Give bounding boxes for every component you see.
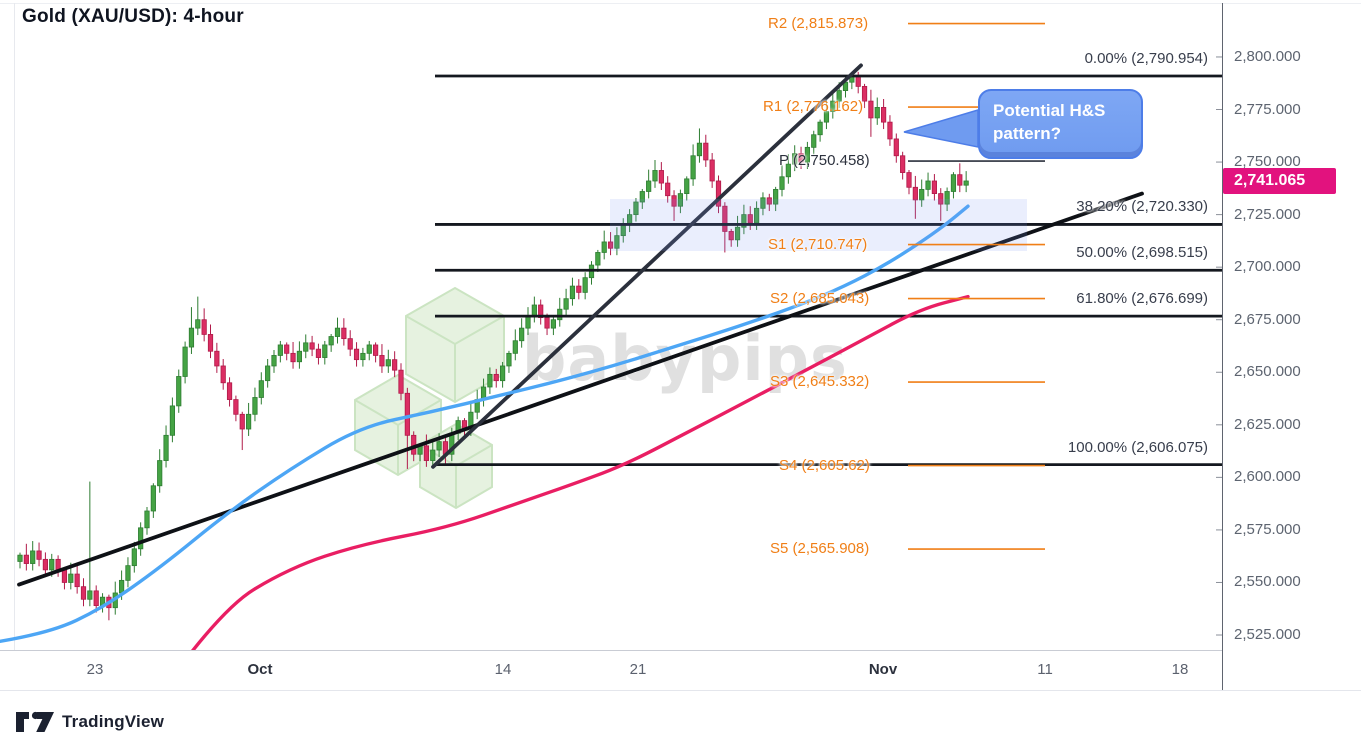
pivot-label-P: P (2,750.458) [779, 152, 870, 170]
chart-left-border [14, 3, 15, 650]
price-axis-separator[interactable] [1222, 3, 1223, 690]
chart-title: Gold (XAU/USD): 4-hour [22, 6, 244, 27]
price-axis-label-0: 2,800.000 [1234, 47, 1301, 65]
pivot-label-R2: R2 (2,815.873) [768, 14, 869, 32]
time-axis-label-21: 21 [629, 661, 647, 678]
callout-line1: Potential H&S [993, 101, 1106, 120]
candles [17, 71, 969, 621]
ma-fast-blue [0, 204, 970, 644]
tradingview-attribution[interactable]: TradingView [15, 709, 164, 735]
long-uptrend-line [17, 191, 1144, 587]
price-axis-label-6: 2,650.000 [1234, 363, 1301, 381]
time-axis-bottom-border [0, 690, 1361, 691]
price-axis-label-11: 2,525.000 [1234, 626, 1301, 643]
pivot-label-S4: S4 (2,605.62) [779, 456, 870, 474]
pivot-label-S2: S2 (2,685.043) [770, 289, 870, 307]
fib-label-1: 38.20% (2,720.330) [1076, 198, 1208, 216]
current-price-badge: 2,741.065 [1223, 167, 1336, 194]
price-axis-label-5: 2,675.000 [1234, 310, 1301, 328]
price-axis-label-10: 2,550.000 [1234, 573, 1301, 591]
tradingview-logo-icon [16, 711, 54, 732]
time-axis-label-18: 18 [1171, 661, 1189, 678]
fib-label-2: 50.00% (2,698.515) [1076, 244, 1208, 262]
price-axis-label-9: 2,575.000 [1234, 520, 1301, 538]
chart-top-border [0, 3, 1361, 4]
plot-area [0, 22, 1222, 650]
fib-label-3: 61.80% (2,676.699) [1076, 290, 1208, 308]
ma-slow-pink [191, 294, 970, 650]
price-axis-label-4: 2,700.000 [1234, 258, 1301, 276]
fib-retracement-lines [435, 74, 1222, 466]
price-axis-label-1: 2,775.000 [1234, 100, 1301, 118]
pivot-label-R1: R1 (2,776.162) [763, 98, 864, 116]
callout-tail [903, 108, 979, 148]
pivot-label-S3: S3 (2,645.332) [770, 373, 870, 391]
pivot-label-S1: S1 (2,710.747) [768, 235, 868, 253]
plot-bottom-border [0, 650, 1222, 651]
fib-label-0: 0.00% (2,790.954) [1084, 49, 1208, 67]
support-zone-box [610, 199, 1027, 251]
tradingview-brand-text: TradingView [62, 712, 165, 731]
hs-pattern-callout[interactable]: Potential H&S pattern? [978, 89, 1143, 159]
price-axis-label-8: 2,600.000 [1234, 468, 1301, 486]
price-axis-label-3: 2,725.000 [1234, 205, 1301, 223]
time-axis-label-14: 14 [494, 661, 512, 678]
price-axis-label-7: 2,625.000 [1234, 415, 1301, 433]
time-axis-label-Nov: Nov [868, 661, 898, 678]
price-axis-label-2: 2,750.000 [1234, 153, 1301, 171]
time-axis-label-23: 23 [86, 661, 104, 678]
steep-uptrend-line [431, 63, 863, 469]
callout-line2: pattern? [993, 124, 1061, 143]
pivot-label-S5: S5 (2,565.908) [770, 540, 870, 558]
time-axis-label-11: 11 [1037, 661, 1053, 678]
fib-label-4: 100.00% (2,606.075) [1067, 438, 1208, 456]
time-axis-label-Oct: Oct [247, 661, 273, 678]
